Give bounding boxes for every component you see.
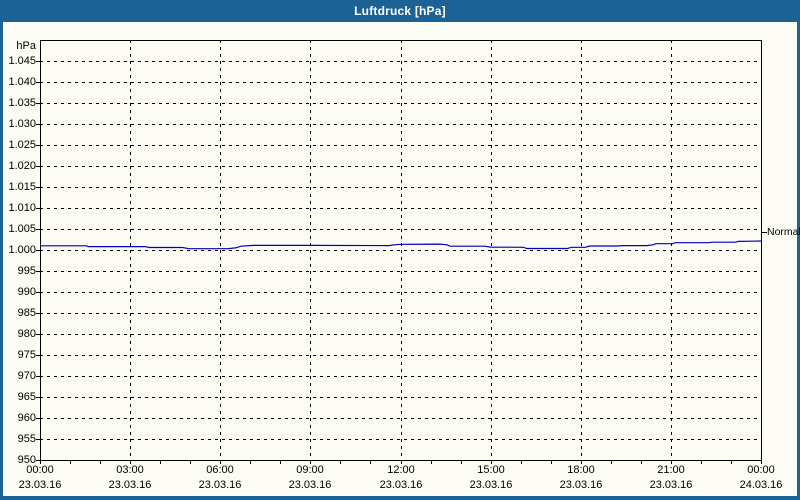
y-axis-tick-label: 1.015	[8, 181, 36, 193]
x-axis-time-label: 03:00	[116, 464, 144, 476]
chart-panel	[3, 22, 797, 496]
y-axis-tick-label: 975	[17, 349, 36, 361]
x-axis-time-label: 00:00	[26, 464, 54, 476]
y-axis-tick-label: 1.020	[8, 160, 36, 172]
chart-title: Luftdruck [hPa]	[354, 4, 446, 18]
x-axis-date-label: 23.03.16	[18, 479, 62, 491]
y-axis-unit-label: hPa	[16, 40, 36, 52]
x-axis-date-label: 23.03.16	[559, 479, 603, 491]
plot-border	[40, 40, 762, 461]
y-axis-tick-label: 1.040	[8, 76, 36, 88]
x-axis-date-label: 23.03.16	[469, 479, 513, 491]
y-axis-tick-label: 1.005	[8, 223, 36, 235]
y-axis-tick-label: 1.010	[8, 202, 36, 214]
x-axis-time-label: 18:00	[567, 464, 595, 476]
chart-title-bar: Luftdruck [hPa]	[0, 0, 800, 22]
x-axis-time-label: 00:00	[747, 464, 775, 476]
normal-annotation-label: Normal	[767, 226, 800, 238]
y-axis-tick-label: 995	[17, 265, 36, 277]
x-axis-time-label: 12:00	[387, 464, 415, 476]
x-axis-date-label: 23.03.16	[198, 479, 242, 491]
y-axis-tick-label: 960	[17, 412, 36, 424]
x-axis-date-label: 24.03.16	[739, 479, 783, 491]
x-axis-time-label: 15:00	[477, 464, 505, 476]
y-axis-tick-label: 980	[17, 328, 36, 340]
y-axis-tick-label: 1.030	[8, 118, 36, 130]
y-axis-tick-label: 985	[17, 307, 36, 319]
x-axis-time-label: 21:00	[657, 464, 685, 476]
x-axis-date-label: 23.03.16	[649, 479, 693, 491]
x-axis-date-label: 23.03.16	[288, 479, 332, 491]
y-axis-tick-label: 990	[17, 286, 36, 298]
x-axis-time-label: 09:00	[296, 464, 324, 476]
y-axis-tick-label: 950	[17, 454, 36, 466]
x-axis-date-label: 23.03.16	[379, 479, 423, 491]
x-axis-time-label: 06:00	[206, 464, 234, 476]
y-axis-tick-label: 970	[17, 370, 36, 382]
y-axis-tick-label: 965	[17, 391, 36, 403]
x-axis-date-label: 23.03.16	[108, 479, 152, 491]
y-axis-tick-label: 1.025	[8, 139, 36, 151]
y-axis-tick-label: 1.045	[8, 55, 36, 67]
y-axis-tick-label: 955	[17, 433, 36, 445]
pressure-line	[40, 240, 762, 250]
y-axis-tick-label: 1.035	[8, 97, 36, 109]
y-axis-tick-label: 1.000	[8, 244, 36, 256]
